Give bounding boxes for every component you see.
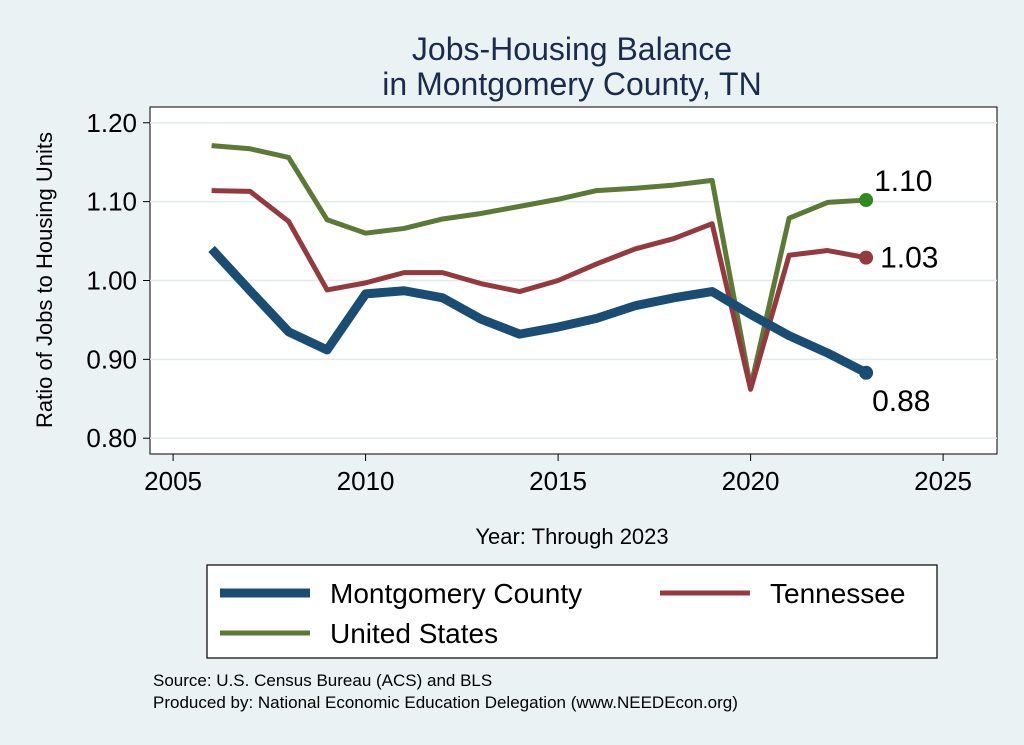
x-tick-label: 2005 xyxy=(144,466,202,496)
chart-title-line-1: Jobs-Housing Balance xyxy=(412,31,732,67)
legend-box xyxy=(206,564,938,659)
x-tick-label: 2025 xyxy=(914,466,972,496)
end-label-tennessee: 1.03 xyxy=(880,242,938,275)
legend-label-tennessee: Tennessee xyxy=(770,578,905,609)
end-marker-united-states xyxy=(859,193,874,208)
y-tick-label: 0.80 xyxy=(86,423,137,453)
y-tick-label: 0.90 xyxy=(86,344,137,374)
end-marker-montgomery-county xyxy=(859,365,874,380)
x-axis-label: Year: Through 2023 xyxy=(475,524,668,549)
end-marker-tennessee xyxy=(859,250,874,265)
legend-label-united-states: United States xyxy=(330,618,498,649)
end-label-united-states: 1.10 xyxy=(874,165,932,198)
y-tick-label: 1.10 xyxy=(86,187,137,217)
legend-label-montgomery-county: Montgomery County xyxy=(330,578,582,609)
grid-layer xyxy=(150,122,997,439)
producer-note: Produced by: National Economic Education… xyxy=(153,693,738,712)
series-layer: 1.10 1.03 0.88 xyxy=(208,143,938,418)
source-note: Source: U.S. Census Bureau (ACS) and BLS xyxy=(153,671,492,690)
end-label-montgomery-county: 0.88 xyxy=(872,385,930,418)
x-tick-label: 2020 xyxy=(722,466,780,496)
series-line-montgomery-county xyxy=(208,245,869,377)
chart-title-line-2: in Montgomery County, TN xyxy=(382,66,761,102)
y-axis-label: Ratio of Jobs to Housing Units xyxy=(32,132,57,428)
y-tick-label: 1.00 xyxy=(86,266,137,296)
y-tick-label: 1.20 xyxy=(86,108,137,138)
legend: Montgomery County Tennessee United State… xyxy=(206,564,938,659)
x-tick-label: 2010 xyxy=(337,466,395,496)
axis-layer: 0.80 0.90 1.00 1.10 1.20 2005 2010 2015 2020 2025 xyxy=(86,108,972,496)
x-tick-label: 2015 xyxy=(529,466,587,496)
series-line-tennessee xyxy=(211,188,867,392)
